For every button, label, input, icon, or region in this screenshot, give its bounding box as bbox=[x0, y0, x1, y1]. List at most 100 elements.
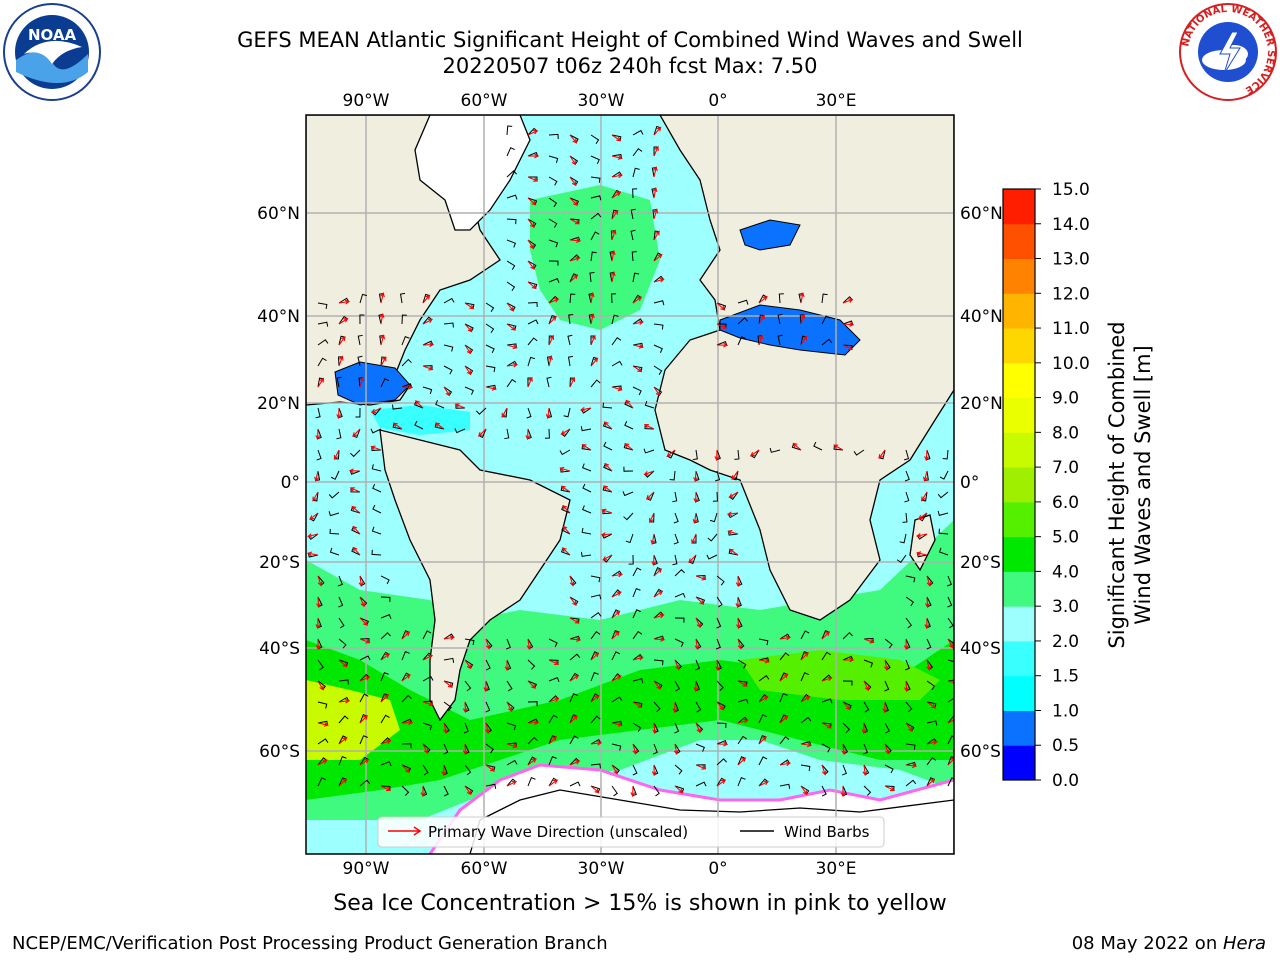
north-atlantic-wave-band bbox=[530, 185, 660, 330]
wind-barb bbox=[904, 449, 910, 461]
wind-barb bbox=[938, 547, 949, 556]
wind-barb bbox=[359, 693, 369, 703]
wind-barb bbox=[674, 617, 685, 623]
wave-direction-arrow bbox=[504, 659, 510, 672]
wave-direction-arrow bbox=[569, 617, 580, 624]
wave-direction-arrow bbox=[352, 428, 361, 438]
wave-direction-arrow bbox=[548, 355, 553, 367]
footer-host: Hera bbox=[1222, 933, 1266, 954]
wave-direction-arrow bbox=[454, 403, 466, 409]
wind-barb bbox=[505, 638, 511, 650]
wind-barb bbox=[422, 764, 429, 776]
wind-barb bbox=[632, 167, 640, 178]
wind-barb bbox=[590, 212, 602, 220]
wind-barb bbox=[779, 652, 790, 661]
wind-barb bbox=[372, 484, 382, 493]
wave-direction-arrow bbox=[422, 318, 433, 325]
wind-barb bbox=[371, 526, 382, 535]
wind-barb bbox=[506, 722, 517, 731]
wave-direction-arrow bbox=[758, 696, 769, 703]
wave-direction-arrow bbox=[947, 717, 954, 724]
wind-barb bbox=[653, 659, 664, 666]
wind-barb bbox=[674, 764, 683, 775]
wave-direction-arrow bbox=[749, 449, 760, 457]
wave-direction-arrow bbox=[351, 505, 361, 514]
wind-barb bbox=[485, 743, 494, 754]
wave-direction-arrow bbox=[422, 654, 433, 661]
wave-direction-arrow bbox=[611, 155, 623, 160]
wind-barb bbox=[611, 336, 622, 346]
wave-direction-arrow bbox=[862, 764, 868, 777]
wind-barb bbox=[758, 756, 768, 766]
wind-barb bbox=[527, 776, 536, 787]
wind-barb bbox=[443, 785, 449, 797]
wind-barb bbox=[926, 757, 937, 766]
wind-barb bbox=[329, 547, 340, 556]
graticule bbox=[306, 115, 954, 854]
wind-barb bbox=[581, 527, 592, 535]
wave-direction-arrow bbox=[359, 376, 365, 388]
wave-direction-arrow bbox=[758, 658, 770, 664]
wave-direction-arrow bbox=[569, 637, 582, 643]
wind-barb bbox=[330, 470, 340, 480]
wind-barb bbox=[905, 617, 913, 629]
wave-direction-arrow bbox=[380, 694, 389, 703]
wind-barb bbox=[527, 659, 536, 670]
wave-direction-arrow bbox=[548, 334, 555, 346]
wind-barb bbox=[401, 650, 410, 661]
wind-barb bbox=[712, 491, 718, 502]
map-border bbox=[305, 114, 955, 855]
right-lat-label: 40°N bbox=[960, 307, 1003, 327]
wave-direction-arrow bbox=[317, 575, 323, 587]
bottom-lon-label: 30°E bbox=[816, 859, 857, 879]
right-lat-label: 60°S bbox=[960, 742, 1001, 762]
wind-barb bbox=[706, 554, 718, 560]
wave-direction-arrow bbox=[464, 785, 472, 796]
wind-barb bbox=[611, 651, 621, 661]
wind-barb bbox=[355, 407, 361, 418]
wind-barb bbox=[884, 722, 890, 734]
wind-barb bbox=[590, 715, 601, 724]
wind-barb bbox=[580, 426, 592, 432]
wind-barb bbox=[443, 365, 453, 375]
wave-direction-arrow bbox=[632, 656, 644, 661]
wave-direction-arrow bbox=[527, 218, 535, 228]
wind-barb bbox=[317, 339, 329, 346]
wind-barb bbox=[884, 638, 893, 649]
wind-barb bbox=[632, 764, 638, 776]
wave-direction-arrow bbox=[714, 449, 720, 462]
wave-direction-arrow bbox=[548, 298, 560, 304]
wave-direction-arrow bbox=[371, 407, 382, 414]
wave-direction-arrow bbox=[401, 764, 410, 773]
wind-barb bbox=[632, 272, 640, 283]
wave-direction-arrow bbox=[650, 533, 656, 545]
wave-direction-arrow bbox=[611, 386, 623, 392]
wave-direction-arrow bbox=[485, 386, 497, 391]
wave-direction-arrow bbox=[548, 315, 557, 325]
wave-direction-arrow bbox=[590, 334, 596, 346]
wave-direction-arrow bbox=[581, 444, 592, 451]
wave-direction-arrow bbox=[569, 238, 582, 243]
wind-barb bbox=[380, 761, 392, 767]
wave-direction-arrow bbox=[947, 638, 954, 649]
wave-direction-arrow bbox=[737, 638, 743, 650]
wave-direction-arrow bbox=[527, 720, 540, 726]
wave-direction-arrow bbox=[569, 274, 579, 283]
wave-direction-arrow bbox=[525, 428, 531, 441]
wave-direction-arrow bbox=[737, 718, 749, 724]
wave-direction-arrow bbox=[727, 529, 739, 535]
wind-barb bbox=[674, 722, 680, 734]
wind-barb bbox=[317, 738, 329, 745]
wave-direction-arrow bbox=[653, 253, 663, 262]
wave-direction-arrow bbox=[307, 551, 319, 557]
colorbar-segment bbox=[1003, 571, 1035, 607]
wind-barb bbox=[328, 491, 340, 499]
footer-date: 08 May 2022 on Hera bbox=[1072, 933, 1266, 954]
colorbar-tick-label: 9.0 bbox=[1052, 389, 1079, 409]
wind-barb bbox=[548, 155, 559, 163]
wind-barb bbox=[559, 449, 571, 456]
wave-direction-arrow bbox=[462, 743, 468, 756]
bottom-lon-label: 60°W bbox=[461, 859, 508, 879]
wind-barb bbox=[380, 632, 391, 640]
wave-direction-arrow bbox=[562, 525, 571, 535]
